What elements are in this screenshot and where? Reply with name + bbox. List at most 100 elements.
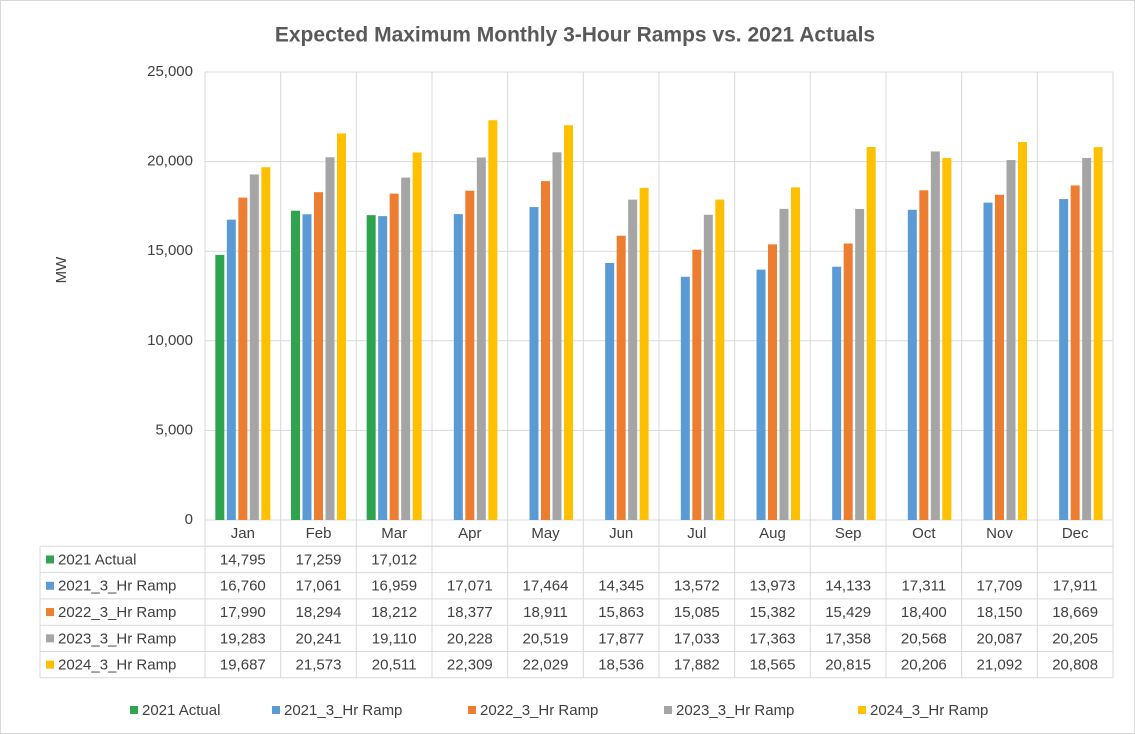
table-row-label: 2023_3_Hr Ramp <box>58 630 176 647</box>
bar <box>756 269 766 520</box>
table-cell: 20,519 <box>523 630 569 647</box>
bar <box>1006 160 1016 520</box>
y-axis-label: MW <box>53 256 70 283</box>
table-cell: 17,877 <box>598 630 644 647</box>
bar <box>628 199 638 520</box>
table-cell: 20,087 <box>977 630 1023 647</box>
bar <box>907 209 917 521</box>
bar <box>1082 157 1092 521</box>
table-cell: 17,071 <box>447 578 493 595</box>
bar <box>616 235 626 520</box>
table-cell: 18,911 <box>523 604 568 621</box>
x-tick-label: Apr <box>458 525 481 542</box>
x-tick-label: Feb <box>306 525 332 542</box>
table-cell: 20,228 <box>447 630 493 647</box>
y-tick-label: 20,000 <box>147 153 193 170</box>
bar <box>412 152 422 521</box>
table-row-label: 2021 Actual <box>58 551 136 568</box>
table-cell: 17,990 <box>220 604 266 621</box>
table-cell: 18,377 <box>447 604 493 621</box>
table-cell: 15,382 <box>750 604 796 621</box>
table-cell: 15,085 <box>674 604 720 621</box>
bar <box>529 207 539 521</box>
legend-key <box>664 706 672 714</box>
legend-key <box>468 706 476 714</box>
bar <box>378 216 388 520</box>
table-cell: 14,795 <box>220 551 266 568</box>
bar <box>488 120 498 520</box>
table-cell: 20,568 <box>901 630 947 647</box>
bar <box>476 157 486 521</box>
table-cell: 14,133 <box>825 578 871 595</box>
table-legend-key <box>46 634 54 643</box>
y-tick-label: 10,000 <box>147 332 193 349</box>
table-cell: 15,863 <box>598 604 644 621</box>
bar <box>843 243 853 520</box>
bar <box>715 199 725 520</box>
bar <box>942 157 952 520</box>
table-cell: 20,511 <box>372 657 417 674</box>
table-cell: 19,283 <box>220 630 266 647</box>
bar <box>226 219 236 520</box>
table-legend-key <box>46 581 54 590</box>
x-tick-label: Dec <box>1062 525 1089 542</box>
bar <box>564 125 573 520</box>
bar <box>465 190 475 521</box>
table-cell: 22,309 <box>447 657 493 674</box>
table-legend-key <box>46 660 54 669</box>
table-cell: 17,464 <box>523 578 569 595</box>
table-row-label: 2021_3_Hr Ramp <box>58 578 176 595</box>
x-tick-label: Jun <box>609 525 633 542</box>
table-cell: 20,241 <box>296 630 342 647</box>
table-cell: 17,882 <box>674 657 720 674</box>
table-cell: 18,536 <box>598 657 644 674</box>
bar <box>337 133 346 520</box>
legend-key <box>130 706 138 714</box>
chart-title: Expected Maximum Monthly 3-Hour Ramps vs… <box>275 24 875 47</box>
bar <box>249 174 259 520</box>
bar <box>541 181 550 521</box>
bar <box>238 197 248 520</box>
x-tick-label: Nov <box>986 525 1013 542</box>
bar <box>791 187 800 521</box>
y-tick-label: 0 <box>185 511 193 528</box>
table-cell: 17,012 <box>371 551 417 568</box>
bar <box>552 152 562 521</box>
x-tick-label: Jan <box>231 525 255 542</box>
x-tick-label: May <box>531 525 560 542</box>
legend-label: 2021_3_Hr Ramp <box>284 702 402 719</box>
table-cell: 21,092 <box>977 657 1023 674</box>
table-cell: 13,973 <box>750 578 796 595</box>
legend-label: 2024_3_Hr Ramp <box>870 702 988 719</box>
x-tick-label: Aug <box>759 525 786 542</box>
bar <box>703 214 713 520</box>
bar <box>389 193 399 520</box>
table-cell: 17,061 <box>296 578 342 595</box>
y-tick-label: 5,000 <box>155 421 193 438</box>
bar <box>314 192 323 521</box>
table-cell: 21,573 <box>296 657 342 674</box>
y-tick-label: 25,000 <box>147 63 193 80</box>
table-cell: 22,029 <box>523 657 569 674</box>
bar <box>779 208 789 520</box>
table-cell: 20,205 <box>1052 630 1098 647</box>
table-cell: 20,808 <box>1052 657 1098 674</box>
table-cell: 18,150 <box>977 604 1023 621</box>
table-row-label: 2024_3_Hr Ramp <box>58 657 176 674</box>
table-legend-key <box>46 555 54 564</box>
legend-key <box>858 706 866 714</box>
table-cell: 19,687 <box>220 657 266 674</box>
bar <box>453 214 463 520</box>
table-cell: 17,709 <box>977 578 1023 595</box>
table-cell: 20,206 <box>901 657 947 674</box>
bar <box>919 190 929 520</box>
table-cell: 17,259 <box>296 551 342 568</box>
bar <box>291 210 300 520</box>
table-cell: 17,363 <box>750 630 796 647</box>
legend-label: 2021 Actual <box>142 702 220 719</box>
bar <box>1070 185 1080 520</box>
bar <box>302 214 312 520</box>
bar <box>692 249 702 520</box>
table-cell: 16,959 <box>371 578 417 595</box>
